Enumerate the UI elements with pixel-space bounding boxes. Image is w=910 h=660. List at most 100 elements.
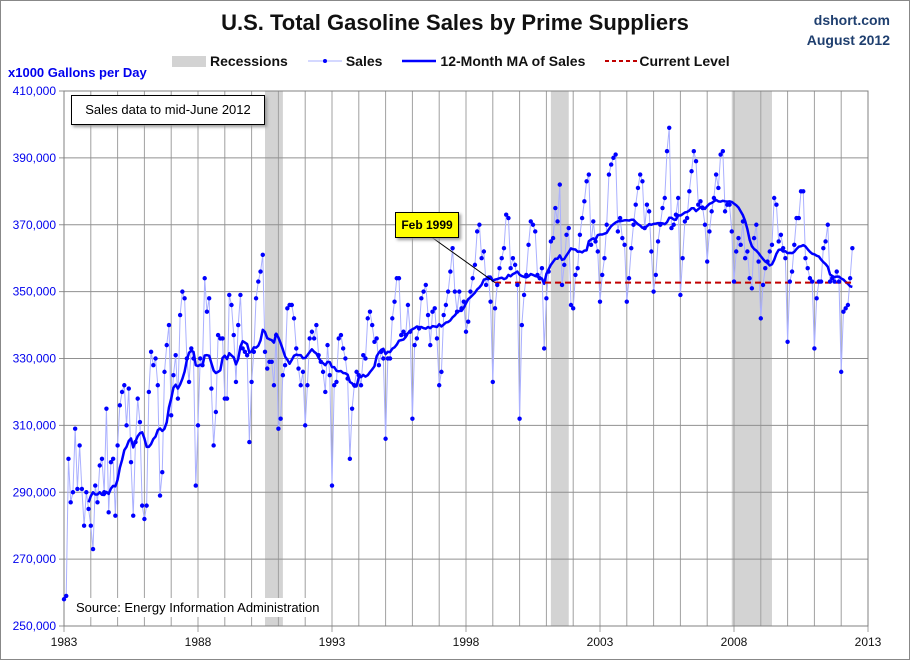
sales-point bbox=[709, 209, 714, 214]
sales-point bbox=[148, 349, 154, 355]
sales-point bbox=[378, 349, 384, 355]
sales-point bbox=[450, 245, 455, 251]
sales-point bbox=[443, 302, 449, 308]
sales-point bbox=[611, 155, 616, 161]
sales-point bbox=[343, 356, 348, 361]
sales-point bbox=[173, 352, 178, 358]
sales-point bbox=[390, 316, 395, 321]
sales-point bbox=[439, 369, 444, 375]
sales-point bbox=[412, 342, 417, 348]
sales-point bbox=[751, 235, 757, 241]
sales-point bbox=[488, 299, 493, 304]
sales-point bbox=[544, 296, 549, 301]
sales-point bbox=[584, 179, 589, 184]
sales-point bbox=[662, 195, 667, 201]
sales-point bbox=[767, 249, 772, 254]
sales-point bbox=[231, 332, 236, 338]
sales-point bbox=[727, 202, 732, 207]
sales-point bbox=[236, 322, 241, 328]
sales-point bbox=[812, 346, 817, 351]
sales-point bbox=[441, 312, 446, 318]
sales-point bbox=[754, 222, 759, 227]
current-swatch bbox=[605, 60, 640, 62]
sales-point bbox=[821, 245, 826, 251]
y-tick-label: 390,000 bbox=[13, 151, 57, 165]
sales-point bbox=[839, 369, 844, 375]
sales-point bbox=[546, 269, 551, 274]
sales-point bbox=[171, 373, 176, 378]
legend-sales-label: Sales bbox=[345, 53, 383, 69]
sales-point bbox=[653, 272, 659, 278]
sales-point bbox=[461, 299, 466, 304]
sales-point bbox=[479, 255, 484, 261]
sales-point bbox=[177, 312, 183, 318]
sales-point bbox=[655, 239, 661, 244]
sales-point bbox=[303, 423, 308, 428]
sales-point bbox=[722, 209, 728, 214]
sales-point bbox=[448, 269, 453, 274]
sales-point bbox=[396, 276, 402, 281]
sales-point bbox=[200, 362, 205, 368]
sales-point bbox=[597, 299, 603, 304]
sales-point bbox=[772, 195, 777, 201]
x-tick-label: 1993 bbox=[319, 635, 346, 649]
sales-point bbox=[720, 148, 726, 154]
legend-recessions-label: Recessions bbox=[210, 53, 288, 69]
sales-point bbox=[539, 266, 545, 271]
sales-point bbox=[778, 232, 784, 237]
sales-point bbox=[432, 306, 437, 311]
sales-point bbox=[327, 373, 332, 378]
sales-point bbox=[189, 346, 194, 351]
sales-point bbox=[318, 359, 324, 365]
sales-point bbox=[519, 322, 525, 328]
sales-point bbox=[595, 249, 600, 254]
sales-point bbox=[508, 266, 513, 271]
sales-point bbox=[617, 215, 623, 221]
sales-point bbox=[387, 356, 393, 361]
sales-point bbox=[843, 306, 848, 311]
sales-point bbox=[689, 169, 694, 174]
sales-point bbox=[593, 239, 598, 244]
sales-point bbox=[421, 289, 426, 294]
sales-point bbox=[718, 152, 723, 157]
sales-point bbox=[119, 389, 125, 395]
sales-point bbox=[340, 346, 346, 351]
sales-point bbox=[548, 239, 554, 244]
sales-point bbox=[535, 272, 540, 278]
sales-point bbox=[403, 332, 408, 338]
sales-point bbox=[392, 299, 397, 304]
sales-point bbox=[472, 262, 478, 268]
sales-point bbox=[792, 242, 797, 248]
sales-point bbox=[756, 259, 761, 264]
sales-point bbox=[86, 506, 91, 512]
sales-point bbox=[847, 276, 853, 281]
sales-point bbox=[649, 249, 654, 254]
date-label: August 2012 bbox=[806, 32, 890, 48]
sales-point bbox=[213, 409, 219, 415]
sales-point bbox=[573, 272, 578, 278]
sales-point bbox=[253, 296, 259, 301]
sales-point bbox=[265, 366, 270, 371]
sales-point bbox=[537, 276, 542, 281]
sales-point bbox=[492, 306, 498, 311]
sales-point bbox=[506, 215, 511, 221]
sales-point bbox=[249, 379, 254, 385]
sales-point bbox=[260, 252, 265, 258]
sales-point bbox=[696, 202, 701, 207]
sales-point bbox=[526, 242, 531, 248]
sales-point bbox=[180, 289, 185, 294]
sales-point bbox=[629, 245, 634, 251]
sales-point bbox=[814, 296, 819, 301]
sales-point bbox=[314, 322, 319, 328]
sales-point bbox=[512, 262, 518, 268]
sales-point bbox=[146, 389, 152, 395]
sales-point bbox=[117, 403, 123, 408]
y-tick-label: 330,000 bbox=[13, 352, 57, 366]
sales-point bbox=[358, 383, 364, 388]
sales-point bbox=[407, 329, 413, 334]
sales-point bbox=[95, 500, 100, 505]
sales-point bbox=[635, 185, 641, 191]
sales-point bbox=[760, 282, 766, 288]
sales-point bbox=[749, 286, 755, 291]
sales-point bbox=[186, 379, 192, 385]
